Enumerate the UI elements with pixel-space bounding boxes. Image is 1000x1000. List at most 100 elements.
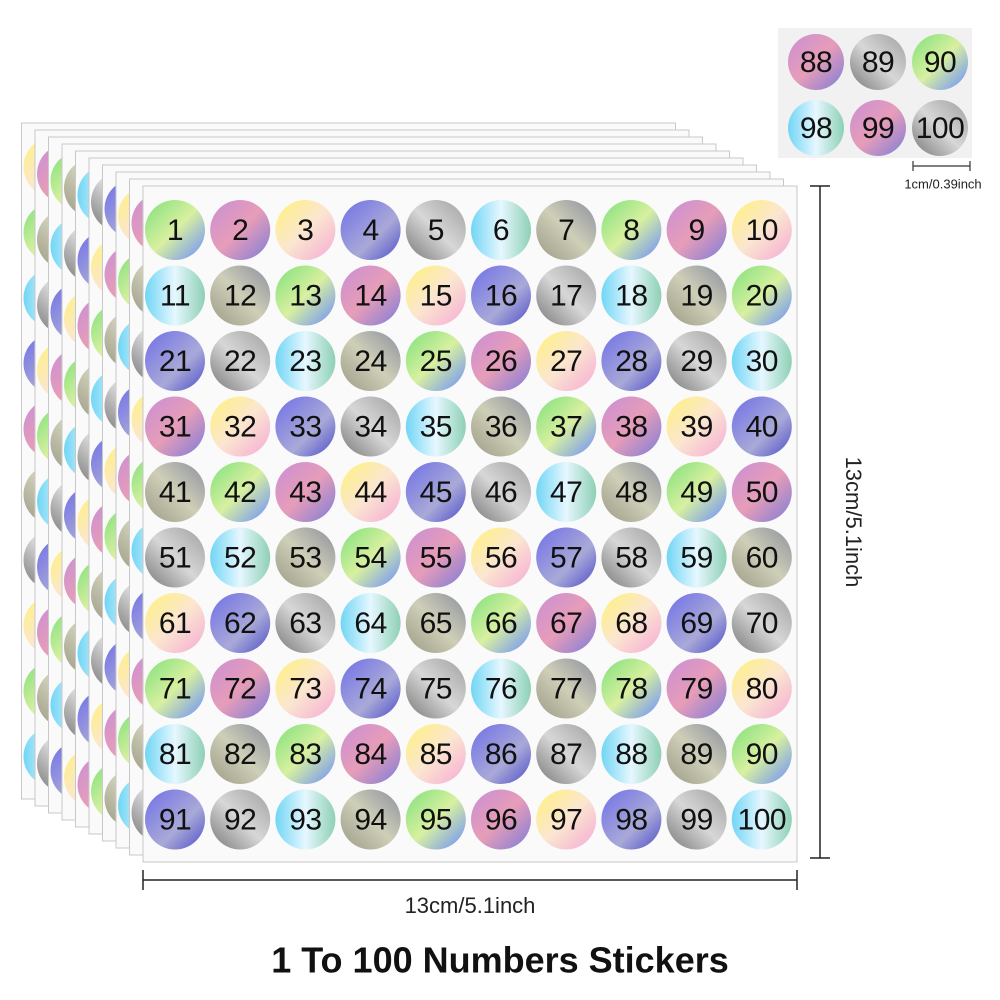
sticker-number: 51 <box>159 541 191 574</box>
sticker-number: 9 <box>689 214 705 247</box>
sticker-number: 85 <box>420 738 452 771</box>
sticker-number: 36 <box>485 410 517 443</box>
sticker <box>340 265 401 326</box>
sticker <box>145 724 205 784</box>
sticker-number: 76 <box>485 672 517 705</box>
sticker <box>601 200 662 260</box>
sticker-number: 71 <box>159 672 191 705</box>
sticker-number: 92 <box>224 803 256 836</box>
sticker-number: 2 <box>232 214 248 247</box>
sticker-number: 73 <box>289 672 321 705</box>
sticker-number: 22 <box>224 345 256 378</box>
sticker <box>145 593 205 653</box>
sticker-number: 86 <box>485 738 517 771</box>
sticker <box>471 658 531 719</box>
sticker <box>471 724 531 784</box>
sticker <box>210 527 271 588</box>
inset-sticker <box>788 100 844 156</box>
inset-number: 98 <box>800 112 832 145</box>
sticker <box>536 527 597 588</box>
sticker <box>471 527 531 588</box>
sticker <box>340 396 401 457</box>
sticker-number: 65 <box>420 607 452 640</box>
sticker-number: 78 <box>615 672 647 705</box>
sticker-number: 41 <box>159 476 191 509</box>
sticker-number: 6 <box>493 214 509 247</box>
sticker-number: 14 <box>354 279 386 312</box>
sticker-number: 38 <box>615 410 647 443</box>
sticker <box>145 331 205 391</box>
sticker <box>601 462 662 522</box>
sticker-number: 79 <box>680 672 712 705</box>
sticker-number: 19 <box>680 279 712 312</box>
sticker-number: 33 <box>289 410 321 443</box>
title: 1 To 100 Numbers Stickers <box>271 940 729 981</box>
sticker <box>471 789 531 850</box>
sticker-number: 17 <box>550 279 582 312</box>
sticker-number: 61 <box>159 607 191 640</box>
sticker-number: 80 <box>746 672 778 705</box>
sticker <box>210 396 271 457</box>
sticker-number: 66 <box>485 607 517 640</box>
sticker <box>275 658 336 719</box>
sticker <box>666 396 727 457</box>
sticker <box>405 200 466 260</box>
sticker-number: 50 <box>746 476 778 509</box>
sticker-number: 53 <box>289 541 321 574</box>
sticker-number: 28 <box>615 345 647 378</box>
sticker <box>731 265 792 326</box>
sticker <box>666 789 727 850</box>
sticker <box>471 462 531 522</box>
height-label: 13cm/5.1inch <box>841 457 866 588</box>
sticker <box>340 593 401 653</box>
sticker <box>536 593 597 653</box>
sticker-number: 82 <box>224 738 256 771</box>
sticker <box>666 265 727 326</box>
sticker <box>666 331 727 391</box>
sticker <box>210 462 271 522</box>
sticker <box>471 396 531 457</box>
sticker-number: 37 <box>550 410 582 443</box>
sticker-number: 30 <box>746 345 778 378</box>
sticker <box>405 527 466 588</box>
sticker-number: 43 <box>289 476 321 509</box>
sticker <box>471 200 531 260</box>
sticker <box>405 724 466 784</box>
sticker <box>405 331 466 391</box>
sticker <box>145 462 205 522</box>
sticker <box>536 331 597 391</box>
sticker-number: 57 <box>550 541 582 574</box>
sticker <box>275 396 336 457</box>
sticker <box>275 527 336 588</box>
sticker <box>275 200 336 260</box>
sticker <box>666 200 727 260</box>
inset-number: 90 <box>924 46 956 79</box>
sticker-number: 96 <box>485 803 517 836</box>
sticker-number: 18 <box>615 279 647 312</box>
sticker-number: 42 <box>224 476 256 509</box>
sticker-number: 24 <box>354 345 386 378</box>
inset-number: 88 <box>800 46 832 79</box>
sticker-number: 32 <box>224 410 256 443</box>
sticker <box>145 789 205 850</box>
sticker-number: 26 <box>485 345 517 378</box>
sticker <box>210 593 271 653</box>
sticker-number: 13 <box>289 279 321 312</box>
sticker <box>340 658 401 719</box>
sticker-number: 63 <box>289 607 321 640</box>
sticker <box>275 789 336 850</box>
sticker-number: 5 <box>428 214 444 247</box>
sticker-number: 81 <box>159 738 191 771</box>
sticker-number: 99 <box>680 803 712 836</box>
sticker-number: 27 <box>550 345 582 378</box>
sticker-number: 46 <box>485 476 517 509</box>
sticker <box>145 200 205 260</box>
sticker-number: 8 <box>623 214 639 247</box>
sticker-number: 58 <box>615 541 647 574</box>
sticker-number: 64 <box>354 607 386 640</box>
sticker-number: 44 <box>354 476 386 509</box>
sticker-number: 55 <box>420 541 452 574</box>
sticker <box>731 593 792 653</box>
sticker-number: 47 <box>550 476 582 509</box>
